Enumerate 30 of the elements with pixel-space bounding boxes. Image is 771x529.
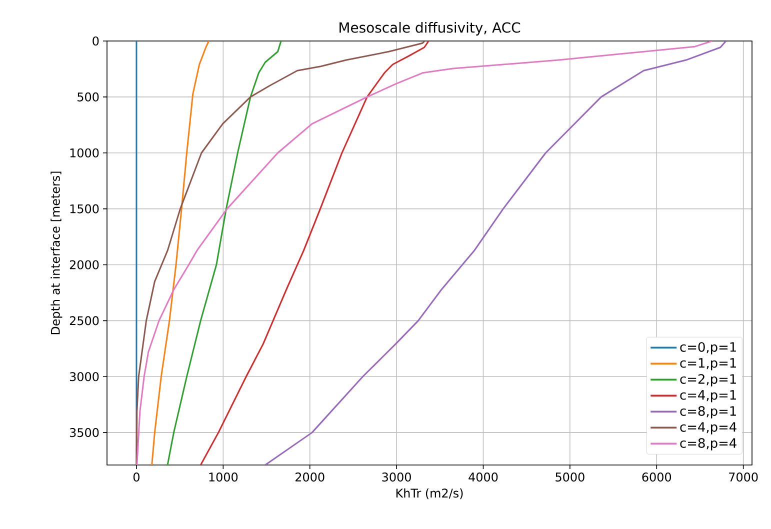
y-tick-label: 1500 [70, 204, 99, 214]
x-tick-label: 7000 [729, 472, 758, 482]
y-tick-label: 500 [78, 92, 99, 102]
chart-title: Mesoscale diffusivity, ACC [340, 22, 520, 36]
x-tick-label: 5000 [556, 472, 584, 482]
legend-label: c=4,p=4 [680, 422, 736, 434]
line-series [151, 41, 210, 466]
legend-label: c=2,p=1 [680, 374, 736, 386]
y-axis-title: Depth at interface [meters] [50, 172, 62, 334]
y-tick-label: 3000 [70, 372, 99, 382]
y-tick-label: 3500 [70, 428, 99, 438]
legend-label: c=1,p=1 [680, 358, 736, 370]
x-tick-label: 2000 [296, 472, 324, 482]
x-tick-label: 3000 [382, 472, 411, 482]
x-tick-label: 4000 [468, 472, 498, 482]
y-tick-label: 2000 [70, 260, 99, 270]
legend-label: c=4,p=1 [680, 390, 736, 402]
y-tick-label: 2500 [70, 316, 99, 326]
line-series [166, 41, 282, 466]
y-tick-label: 0 [92, 36, 99, 46]
legend-label: c=8,p=4 [680, 438, 736, 450]
legend-label: c=8,p=1 [680, 406, 736, 418]
line-series [136, 41, 426, 466]
x-tick-label: 6000 [642, 472, 672, 482]
y-tick-label: 1000 [70, 148, 99, 158]
x-tick-label: 1000 [209, 472, 238, 482]
x-axis-title: KhTr (m2/s) [396, 488, 463, 500]
legend-label: c=0,p=1 [680, 342, 736, 354]
x-tick-label: 0 [133, 472, 140, 482]
line-series [200, 41, 430, 466]
